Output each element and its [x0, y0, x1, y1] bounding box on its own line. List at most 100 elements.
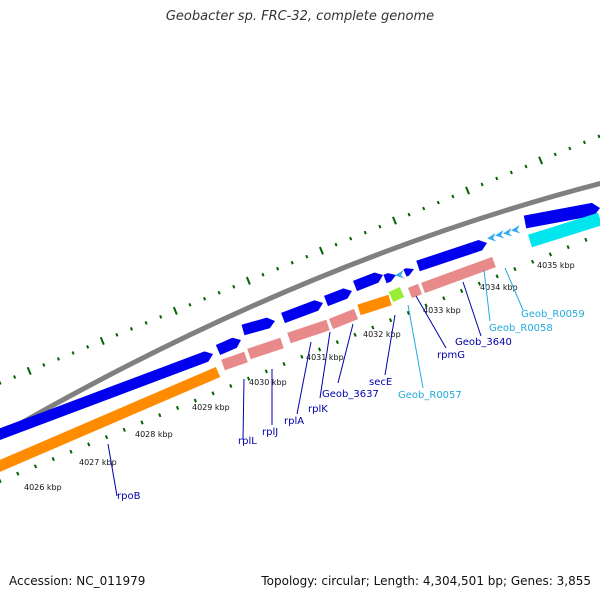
trna-feature — [511, 225, 521, 234]
gc-dot — [290, 260, 294, 265]
kbp-tick-label: 4030 kbp — [249, 378, 287, 387]
kbp-tick-label: 4032 kbp — [363, 330, 401, 339]
ruler-tick — [406, 310, 410, 315]
ruler-tick — [51, 457, 55, 462]
gc-dot — [524, 164, 528, 169]
gene-label: rpmG — [437, 350, 465, 361]
gc-dot — [71, 351, 75, 355]
kbp-tick-label: 4026 kbp — [24, 483, 62, 492]
misc-feature — [388, 286, 405, 303]
gc-dot — [305, 254, 309, 259]
gc-dot — [232, 284, 236, 289]
cds-feature — [523, 202, 600, 229]
gc-dot — [334, 242, 338, 247]
gc-dot — [0, 381, 2, 385]
gc-dot — [144, 320, 148, 325]
kbp-tick-label: 4027 kbp — [79, 458, 117, 467]
trna-feature — [395, 270, 405, 279]
gc-dot — [538, 156, 544, 165]
rrna-feature — [0, 366, 221, 472]
kbp-ruler: 4026 kbp 4027 kbp 4028 kbp 4029 kbp 4030 kbp… — [0, 237, 588, 492]
cds-feature — [352, 272, 383, 292]
gc-dot — [188, 302, 192, 307]
gc-dot — [378, 224, 382, 229]
gene-label: secE — [369, 377, 392, 388]
gc-skew-dots — [0, 134, 600, 385]
gc-dot — [363, 230, 367, 235]
rrna-feature — [357, 294, 392, 316]
ruler-tick — [211, 391, 215, 396]
cds-feature — [0, 351, 213, 440]
gc-dot — [392, 216, 397, 225]
map-title: Geobacter sp. FRC-32, complete genome — [165, 9, 435, 24]
gc-dot — [276, 266, 280, 271]
gene-label-leader — [407, 304, 424, 389]
trna-feature — [528, 212, 600, 248]
cds-feature — [416, 239, 487, 272]
gene-label-leader — [415, 295, 447, 349]
gc-dot — [495, 176, 499, 181]
gene-label-leader — [242, 378, 245, 441]
ruler-tick — [140, 420, 144, 425]
ruler-tick — [531, 259, 535, 264]
gene-label-leader — [483, 269, 491, 322]
gc-dot — [568, 146, 572, 151]
ruler-tick — [0, 478, 2, 483]
gc-dot — [99, 336, 105, 345]
ruler-tick — [442, 296, 446, 301]
gene-label-leader — [319, 331, 331, 399]
cds-feature — [281, 300, 323, 324]
gene-label: rplK — [308, 404, 328, 415]
ruler-tick — [104, 435, 109, 440]
ruler-tick — [513, 266, 517, 272]
ruler-tick — [246, 376, 251, 381]
kbp-tick-label: 4028 kbp — [135, 430, 173, 439]
kbp-tick-label: 4033 kbp — [423, 306, 461, 315]
backbone-track — [0, 181, 600, 439]
gene-feature — [421, 256, 496, 294]
cds-feature — [324, 288, 352, 307]
cds-feature — [215, 337, 241, 356]
ruler-tick — [335, 340, 339, 345]
gc-dot — [509, 170, 513, 175]
ruler-tick — [388, 318, 393, 323]
gene-label-leader — [337, 323, 354, 384]
feature-track — [0, 202, 600, 472]
ruler-tick — [122, 427, 126, 432]
gc-dot — [172, 306, 178, 315]
ruler-tick — [87, 442, 91, 447]
gene-feature — [221, 351, 248, 371]
gc-dot — [422, 206, 426, 211]
trna-feature — [487, 233, 497, 242]
gene-feature — [287, 319, 330, 344]
ruler-tick — [282, 362, 286, 367]
gc-dot — [553, 152, 557, 157]
ruler-tick — [477, 281, 481, 286]
ruler-tick — [566, 245, 570, 250]
topology-summary-text: Topology: circular; Length: 4,304,501 bp… — [261, 574, 591, 588]
trna-feature — [495, 230, 505, 239]
gene-label: Geob_3640 — [455, 337, 512, 348]
gene-feature — [247, 337, 284, 360]
gc-dot — [245, 276, 251, 285]
gc-dot — [582, 140, 586, 145]
cds-feature — [403, 268, 414, 277]
kbp-tick-label: 4034 kbp — [480, 283, 518, 292]
ruler-tick — [460, 288, 464, 294]
ruler-tick — [264, 369, 268, 374]
gene-label: Geob_R0057 — [398, 390, 462, 401]
gc-dot — [26, 366, 32, 376]
gene-label: rplL — [238, 436, 257, 447]
gc-dot — [217, 290, 221, 295]
gene-label: rplJ — [262, 427, 278, 438]
kbp-tick-label: 4035 kbp — [537, 261, 575, 270]
gene-label: rpoB — [117, 491, 141, 502]
gc-dot — [42, 363, 46, 367]
gene-feature — [407, 283, 423, 299]
gc-dot — [597, 134, 600, 139]
gene-label: rplA — [284, 416, 304, 427]
backbone-line — [0, 181, 600, 439]
